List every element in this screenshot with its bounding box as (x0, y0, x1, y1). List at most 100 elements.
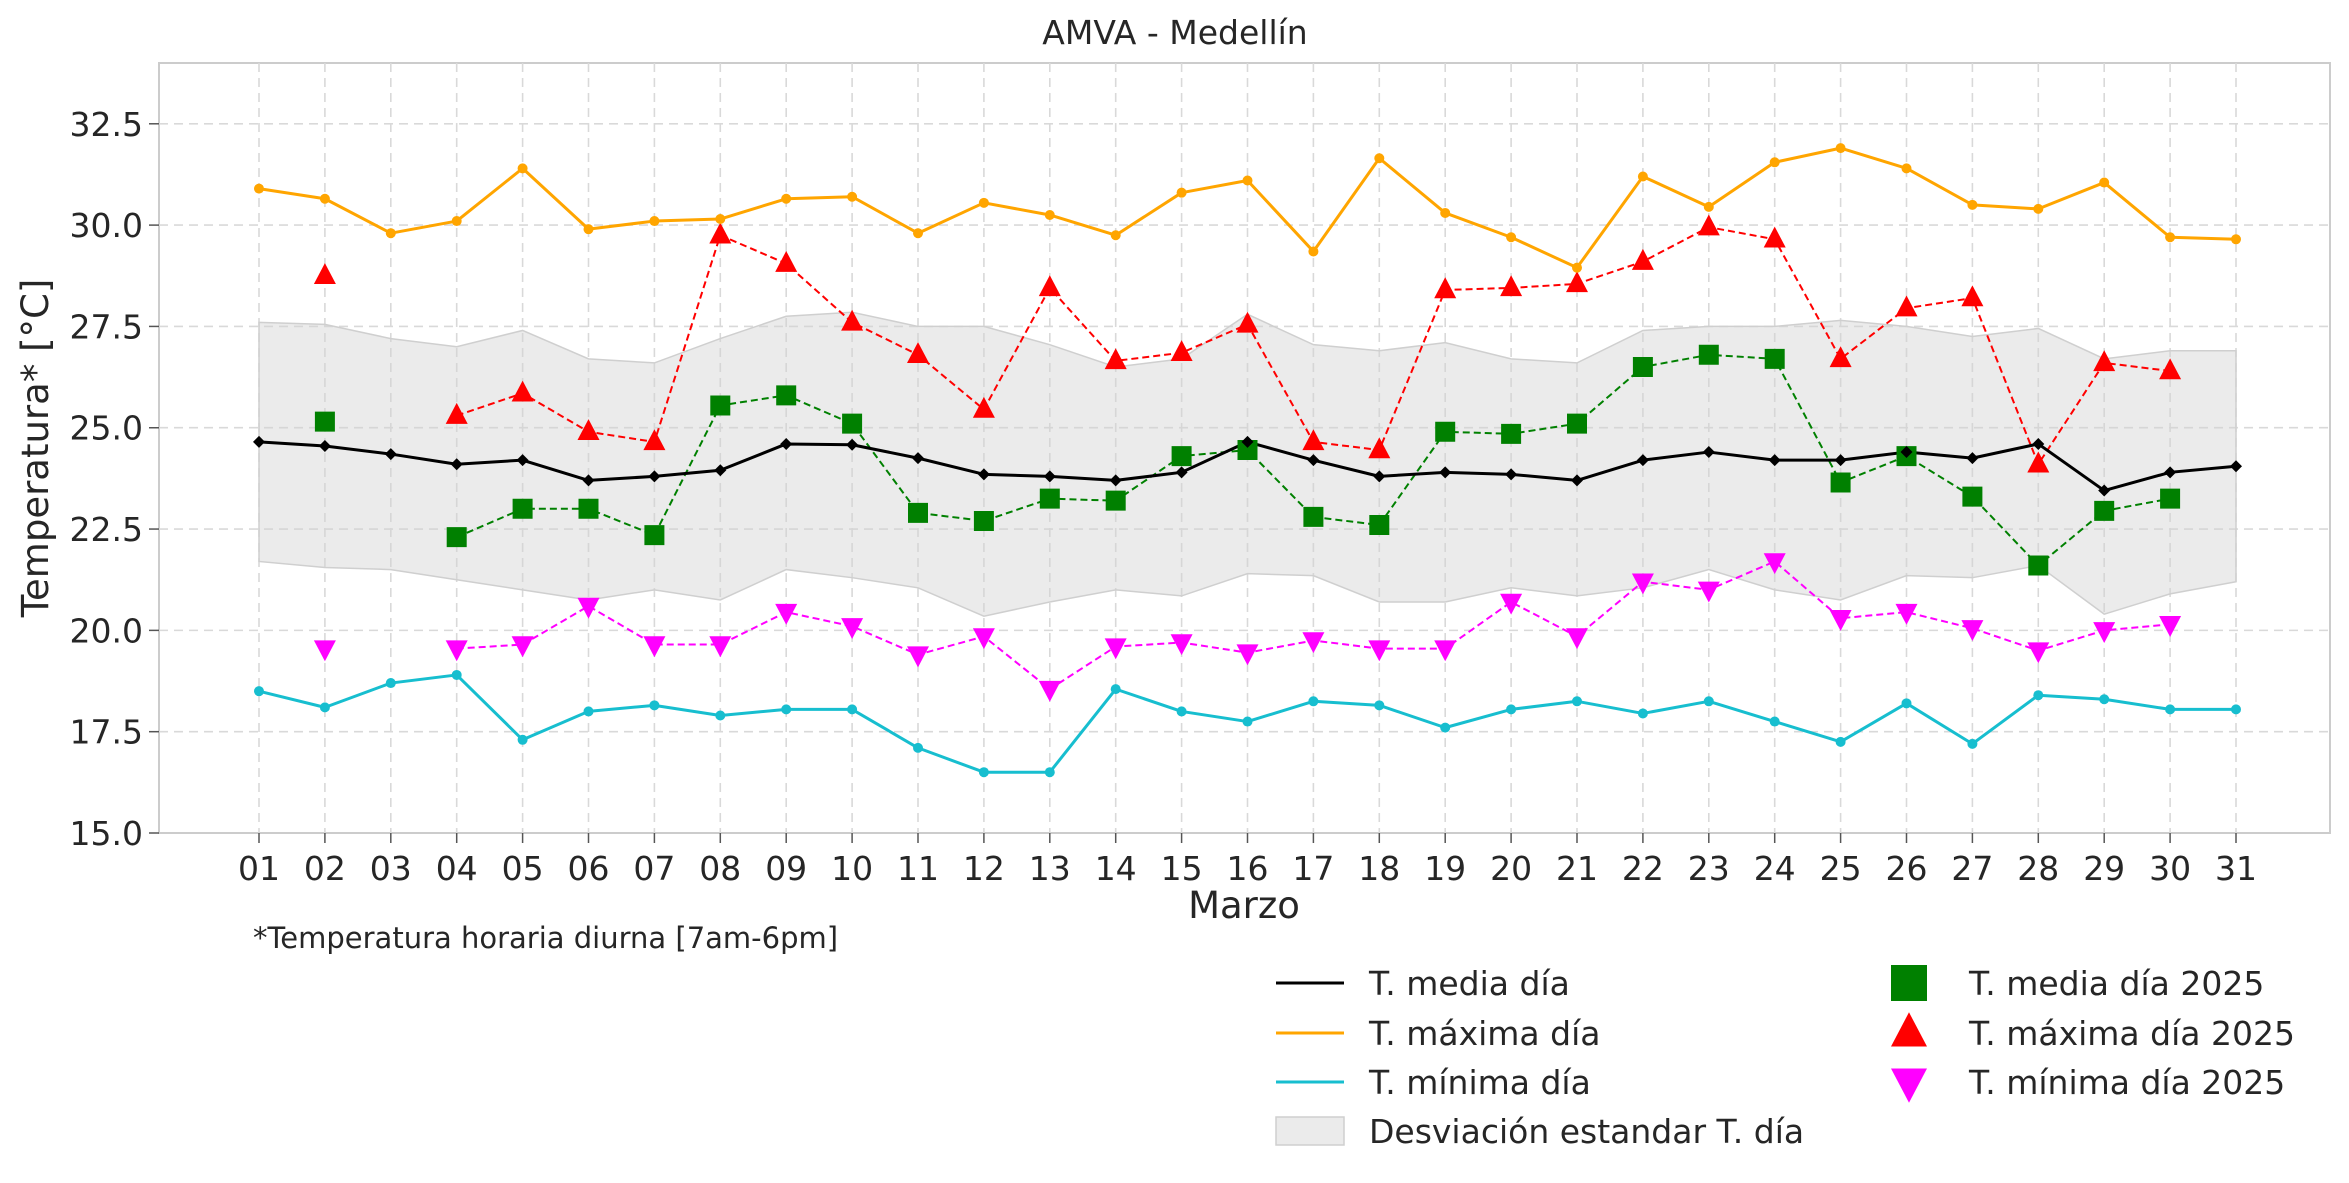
x-tick-label: 01 (238, 849, 280, 888)
point-minima2025 (1763, 553, 1786, 575)
x-tick-label: 06 (568, 849, 610, 888)
point-media (2230, 460, 2242, 473)
legend-label-std: Desviación estandar T. día (1369, 1112, 1804, 1151)
point-media2025 (1369, 515, 1390, 535)
x-tick-label: 08 (699, 849, 741, 888)
point-minima (2033, 690, 2044, 701)
point-maxima2025 (775, 250, 798, 272)
point-maxima (1044, 209, 1055, 220)
point-media (1373, 470, 1386, 483)
point-media2025 (2094, 500, 2115, 521)
y-tick-label: 25.0 (70, 409, 143, 448)
point-media2025 (2160, 488, 2181, 509)
point-media (846, 438, 859, 451)
point-media (1043, 470, 1056, 483)
x-tick-label: 22 (1622, 849, 1664, 888)
point-maxima (1374, 153, 1385, 164)
point-maxima2025 (1170, 340, 1193, 362)
y-tick-label: 32.5 (70, 105, 143, 144)
point-maxima2025 (511, 380, 534, 402)
point-minima (1176, 706, 1187, 717)
x-tick-label: 20 (1490, 849, 1532, 888)
point-maxima2025 (313, 263, 336, 285)
point-media (1636, 454, 1649, 467)
point-maxima (254, 183, 264, 194)
point-media (2032, 437, 2045, 450)
x-tick-label: 09 (765, 849, 807, 888)
point-media (450, 458, 463, 471)
point-maxima (715, 214, 726, 225)
y-axis-label: Temperatura* [°C] (14, 279, 57, 619)
point-minima2025 (313, 640, 336, 662)
point-maxima2025 (1104, 348, 1127, 370)
point-minima2025 (1170, 634, 1193, 656)
x-tick-label: 25 (1820, 849, 1862, 888)
y-tick-label: 22.5 (70, 510, 143, 549)
x-tick-label: 27 (1951, 849, 1993, 888)
point-minima (2099, 694, 2110, 705)
point-media (1109, 474, 1122, 487)
point-maxima (913, 228, 923, 239)
point-minima (254, 686, 264, 697)
y-tick-label: 30.0 (70, 206, 143, 245)
point-media2025 (1830, 472, 1851, 493)
point-media2025 (1105, 490, 1126, 511)
x-tick-label: 24 (1754, 849, 1796, 888)
point-media2025 (314, 411, 335, 432)
point-media (253, 435, 265, 448)
x-tick-label: 23 (1688, 849, 1730, 888)
point-minima2025 (841, 618, 864, 639)
point-maxima (781, 193, 792, 204)
legend-label-minima: T. mínima día (1368, 1063, 1591, 1102)
point-minima (2231, 704, 2241, 715)
point-media (977, 468, 990, 481)
point-minima (1242, 716, 1253, 727)
point-maxima2025 (907, 342, 929, 364)
point-maxima2025 (841, 309, 864, 331)
point-media (582, 474, 595, 487)
point-maxima (517, 163, 528, 174)
point-minima (1967, 738, 1978, 749)
point-media2025 (908, 502, 928, 523)
point-minima (1703, 696, 1714, 707)
legend-swatch-std (1275, 1116, 1345, 1146)
point-media2025 (1303, 506, 1324, 527)
point-media2025 (842, 413, 863, 434)
point-media2025 (776, 385, 797, 406)
point-maxima (1769, 157, 1780, 168)
point-media (318, 439, 331, 452)
legend-label-media2025: T. media día 2025 (1968, 964, 2264, 1003)
point-minima (1572, 696, 1582, 707)
point-maxima2025 (1500, 275, 1523, 297)
point-maxima2025 (1895, 295, 1918, 317)
point-maxima2025 (1434, 277, 1457, 299)
point-media (912, 452, 924, 465)
x-tick-label: 18 (1358, 849, 1400, 888)
point-media (516, 454, 529, 467)
point-maxima2025 (1961, 285, 1984, 307)
point-minima2025 (2093, 622, 2116, 644)
point-media (648, 470, 661, 483)
y-tick-label: 20.0 (70, 611, 143, 650)
point-minima (1835, 736, 1846, 747)
point-maxima (1440, 207, 1451, 218)
point-maxima2025 (1829, 346, 1852, 368)
point-minima2025 (775, 603, 798, 625)
point-minima (1769, 716, 1780, 727)
point-minima (451, 669, 462, 680)
point-maxima (2231, 234, 2241, 245)
x-tick-label: 30 (2149, 849, 2191, 888)
series-line-media2025 (456, 353, 2171, 567)
point-media (1702, 446, 1715, 459)
point-media2025 (2028, 555, 2049, 576)
point-minima2025 (577, 597, 600, 619)
point-maxima2025 (1302, 429, 1325, 451)
x-tick-label: 13 (1029, 849, 1071, 888)
point-media2025 (1039, 488, 1060, 509)
point-maxima (1703, 201, 1714, 212)
point-media (2098, 484, 2111, 497)
point-minima (649, 700, 660, 711)
point-maxima2025 (643, 429, 666, 451)
point-minima (385, 678, 396, 689)
point-minima (781, 704, 792, 715)
